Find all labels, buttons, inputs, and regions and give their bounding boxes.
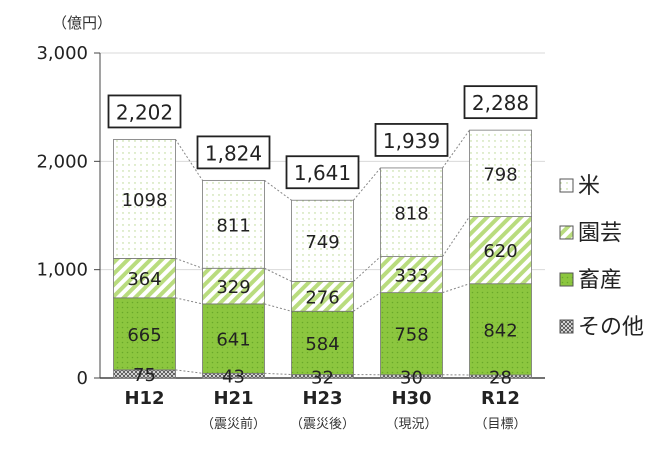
- segment-value-label: 818: [394, 203, 428, 224]
- total-value-label: 1,824: [205, 141, 262, 165]
- x-tick-note: （目標）: [474, 417, 526, 432]
- x-tick-label: H12: [124, 388, 164, 409]
- x-tick-label: H21: [213, 388, 253, 409]
- segment-value-label: 842: [483, 320, 517, 341]
- legend-swatch: [560, 179, 573, 192]
- segment-value-label: 620: [483, 241, 517, 262]
- segment-value-label: 798: [483, 164, 517, 185]
- legend-swatch: [560, 320, 573, 333]
- legend-swatch: [560, 273, 573, 286]
- series-connector: [265, 268, 292, 281]
- segment-value-label: 75: [133, 365, 156, 386]
- series-connector: [354, 293, 381, 312]
- segment-value-label: 1098: [122, 190, 168, 211]
- segment-value-label: 758: [394, 325, 428, 346]
- segment-value-label: 276: [305, 287, 339, 308]
- legend-entry-label: 米: [578, 174, 600, 199]
- x-tick-label: H23: [302, 388, 342, 409]
- series-connector: [443, 217, 470, 257]
- segment-value-label: 43: [222, 367, 245, 388]
- series-connector: [265, 373, 292, 374]
- y-tick-label: 0: [77, 368, 88, 389]
- series-connector: [176, 298, 203, 304]
- segment-value-label: 665: [127, 325, 161, 346]
- total-value-label: 2,202: [116, 100, 173, 124]
- segment-value-label: 749: [305, 232, 339, 253]
- segment-value-label: 32: [311, 367, 334, 388]
- series-connector: [176, 370, 203, 373]
- series-connector: [265, 304, 292, 311]
- segment-value-label: 641: [216, 330, 250, 351]
- y-tick-label: 2,000: [36, 151, 88, 172]
- segment-value-label: 364: [127, 269, 161, 290]
- legend-entry-label: 園芸: [578, 221, 622, 246]
- legend-entry-label: その他: [578, 315, 644, 340]
- segment-value-label: 811: [216, 215, 250, 236]
- legend-entry-label: 畜産: [578, 268, 622, 293]
- legend-swatch: [560, 226, 573, 239]
- segment-value-label: 329: [216, 277, 250, 298]
- segment-value-label: 28: [489, 367, 512, 388]
- y-tick-label: 3,000: [36, 43, 88, 64]
- total-value-label: 1,641: [294, 161, 351, 185]
- x-tick-label: H30: [391, 388, 431, 409]
- series-connector: [354, 257, 381, 282]
- y-unit-label: （億円）: [52, 14, 112, 32]
- x-tick-note: （現況）: [385, 417, 437, 432]
- total-value-label: 1,939: [383, 129, 440, 153]
- series-connector: [443, 284, 470, 293]
- total-value-label: 2,288: [472, 91, 529, 115]
- x-tick-note: （震災前）: [201, 416, 266, 432]
- segment-value-label: 30: [400, 367, 423, 388]
- x-tick-note: （震災後）: [290, 417, 355, 432]
- y-tick-label: 1,000: [36, 260, 88, 281]
- segment-value-label: 584: [305, 334, 339, 355]
- segment-value-label: 333: [394, 266, 428, 287]
- x-tick-label: R12: [481, 388, 520, 409]
- series-connector: [176, 258, 203, 268]
